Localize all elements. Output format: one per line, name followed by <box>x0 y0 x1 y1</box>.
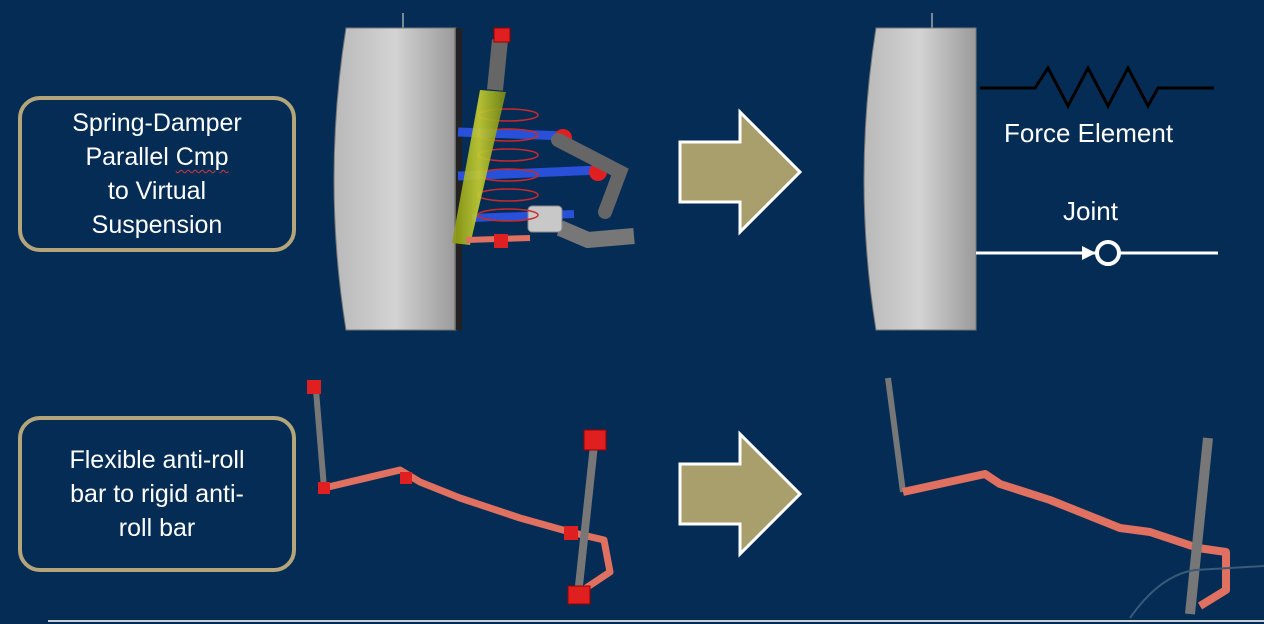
spring-damper-line2: Parallel Cmp <box>85 140 228 174</box>
flexible-anti-roll-bar <box>307 380 614 605</box>
arrow-right-icon <box>678 430 803 558</box>
spring-damper-line1: Spring-Damper <box>72 109 242 137</box>
force-element-spring-icon <box>980 64 1214 110</box>
virtual-suspension-model <box>863 13 1218 331</box>
damper-body <box>452 90 506 245</box>
wheel-right <box>863 27 977 331</box>
force-element-label: Force Element <box>1004 118 1174 148</box>
damper-rod <box>487 39 508 91</box>
anti-roll-line1: Flexible anti-roll <box>69 446 245 474</box>
joint-label: Joint <box>1063 196 1118 226</box>
cmp-word: Cmp <box>175 143 229 171</box>
spring-damper-line4: Suspension <box>91 211 223 239</box>
spring-damper-box: Spring-Damper Parallel Cmp to Virtual Su… <box>18 96 296 252</box>
joint-icon <box>1095 240 1121 266</box>
rigid-anti-roll-bar <box>885 377 1264 619</box>
spring-damper-line3: to Virtual <box>107 177 207 205</box>
full-suspension-model <box>333 13 635 331</box>
anti-roll-box: Flexible anti-roll bar to rigid anti- ro… <box>18 416 296 572</box>
wheel-left <box>333 27 462 331</box>
arrow-right-icon <box>678 108 803 236</box>
spring-damper-line2a: Parallel <box>85 143 176 171</box>
anti-roll-line3: roll bar <box>118 514 196 542</box>
anti-roll-line2: bar to rigid anti- <box>70 480 244 508</box>
